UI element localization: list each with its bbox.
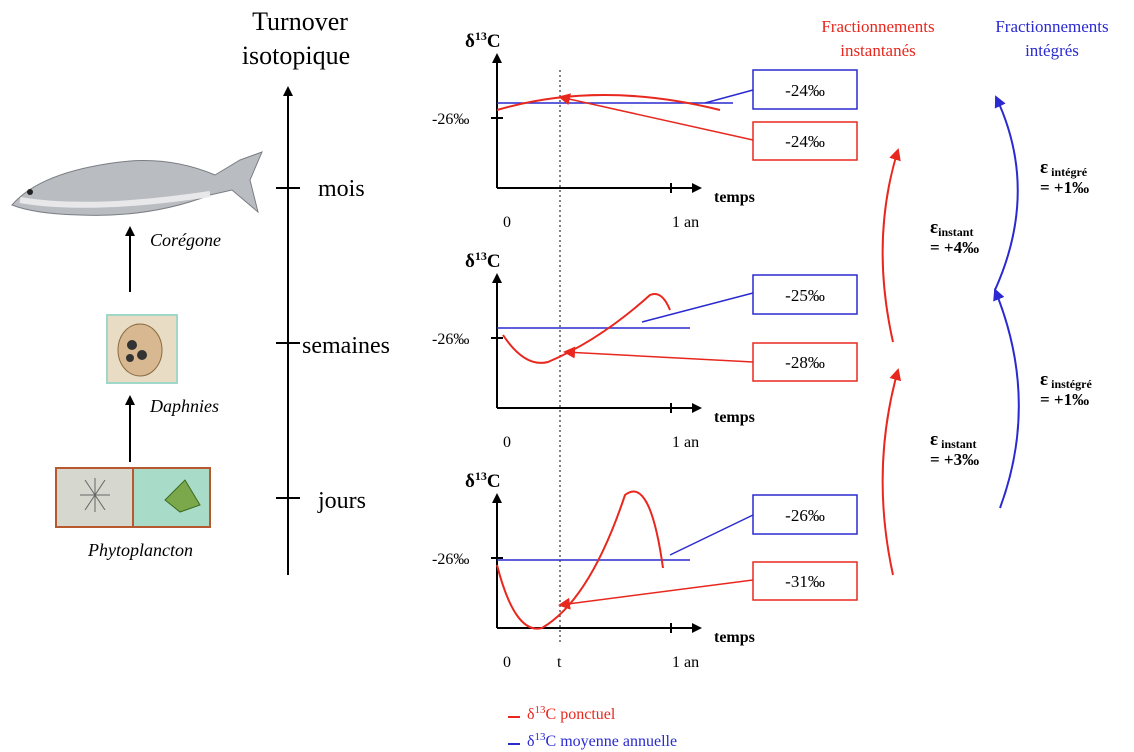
symbol: ε — [930, 217, 938, 238]
x-tick-label: 1 an — [672, 434, 699, 451]
y-label: δ13C — [465, 29, 501, 52]
y-tick-label: -26‰ — [432, 111, 469, 128]
fractionation-value: = +3‰ — [930, 450, 979, 469]
instant-arrow — [881, 148, 901, 343]
integrated-arrow — [994, 95, 1019, 291]
fractionation-labels: εinstant= +4‰ε instant= +3‰ε intégré= +1… — [930, 157, 1092, 469]
y-tick-label: -26‰ — [432, 551, 469, 568]
legend-entry: δ13C ponctuel — [527, 704, 616, 723]
fractionation-symbol: εinstant — [930, 217, 973, 239]
integrated-box — [752, 274, 858, 315]
element: C — [487, 31, 501, 52]
integrated-value: -26‰ — [785, 506, 825, 525]
integrated-box — [752, 69, 858, 110]
symbol: δ — [465, 31, 475, 52]
levels: mois semaines jours — [276, 176, 390, 514]
level-label: mois — [318, 176, 365, 202]
level-label: semaines — [302, 333, 390, 359]
x-tick-label: 0 — [503, 654, 511, 671]
instant-box — [752, 561, 858, 601]
organism-label: Corégone — [150, 230, 221, 250]
connector — [558, 579, 754, 610]
superscript: 13 — [475, 249, 487, 263]
x-label: temps — [714, 629, 755, 646]
subscript: instant — [938, 225, 973, 239]
fractionation-symbol: ε intégré — [1040, 157, 1088, 179]
fractionation-symbol: ε instégré — [1040, 369, 1092, 391]
instant-box — [752, 342, 858, 382]
symbol: ε — [1040, 157, 1048, 178]
x-tick-label: 1 an — [672, 654, 699, 671]
axis-title: Turnover — [252, 7, 348, 36]
axis-title: isotopique — [242, 41, 350, 70]
y-label: δ13C — [465, 249, 501, 272]
x-label: temps — [714, 189, 755, 206]
integrated-box — [752, 494, 858, 535]
instant-value: -24‰ — [785, 132, 825, 151]
panel: δ13C -26‰ temps 0 1 an -25‰ -28‰ — [432, 249, 858, 451]
organism-label: Phytoplancton — [87, 540, 193, 560]
y-label: δ13C — [465, 469, 501, 492]
headers: Fractionnements instantanés Fractionneme… — [821, 17, 1108, 60]
x-label: temps — [714, 409, 755, 426]
daphnia-image — [106, 314, 178, 384]
x-tick-label: 1 an — [672, 214, 699, 231]
integrated-value: -25‰ — [785, 286, 825, 305]
phytoplankton-image — [55, 467, 211, 528]
panel: δ13C -26‰ temps 0 1 an t -26‰ -31‰ — [432, 469, 858, 671]
header: Fractionnements — [995, 17, 1108, 36]
symbol: ε — [930, 429, 938, 450]
legend-entry: δ13C moyenne annuelle — [527, 731, 677, 750]
symbol: ε — [1040, 369, 1048, 390]
header: instantanés — [840, 41, 916, 60]
fish — [11, 151, 263, 216]
connector — [563, 346, 754, 363]
x-tick-label: 0 — [503, 434, 511, 451]
time-label: t — [557, 654, 562, 671]
fractionation-value: = +4‰ — [930, 238, 979, 257]
superscript: 13 — [475, 29, 487, 43]
instant-value: -31‰ — [785, 572, 825, 591]
symbol: δ — [465, 251, 475, 272]
connector — [704, 89, 754, 104]
y-tick-label: -26‰ — [432, 331, 469, 348]
subscript: instant — [938, 437, 976, 451]
organism-label: Daphnies — [149, 396, 219, 416]
x-tick-label: 0 — [503, 214, 511, 231]
superscript: 13 — [475, 469, 487, 483]
panel: δ13C -26‰ temps 0 1 an -24‰ -24‰ — [432, 29, 858, 231]
integrated-arrow — [993, 288, 1020, 509]
subscript: intégré — [1048, 165, 1088, 179]
instant-curve — [502, 293, 671, 364]
level-label: jours — [317, 488, 366, 514]
instant-value: -28‰ — [785, 353, 825, 372]
instant-curve — [496, 94, 721, 111]
integrated-value: -24‰ — [785, 81, 825, 100]
instant-curve — [496, 490, 664, 630]
connector — [641, 292, 754, 323]
fractionation-value: = +1‰ — [1040, 390, 1089, 409]
header: Fractionnements — [821, 17, 934, 36]
header: intégrés — [1025, 41, 1079, 60]
symbol: δ — [465, 471, 475, 492]
element: C — [487, 471, 501, 492]
subscript: instégré — [1048, 377, 1092, 391]
fractionation-symbol: ε instant — [930, 429, 976, 451]
connector — [669, 514, 754, 556]
instant-box — [752, 121, 858, 161]
connector — [558, 93, 754, 141]
fractionation-value: = +1‰ — [1040, 178, 1089, 197]
element: C — [487, 251, 501, 272]
instant-arrow — [881, 368, 902, 576]
